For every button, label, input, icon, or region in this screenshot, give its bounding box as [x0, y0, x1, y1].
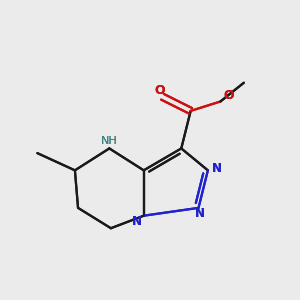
- Text: O: O: [154, 84, 165, 97]
- FancyBboxPatch shape: [194, 207, 207, 220]
- Text: O: O: [223, 89, 233, 102]
- Text: O: O: [223, 89, 233, 102]
- FancyBboxPatch shape: [153, 84, 166, 97]
- Text: O: O: [154, 84, 165, 97]
- FancyBboxPatch shape: [211, 162, 224, 175]
- Text: N: N: [212, 162, 222, 175]
- Text: N: N: [195, 207, 205, 220]
- Text: NH: NH: [101, 136, 118, 146]
- Text: N: N: [132, 215, 142, 228]
- FancyBboxPatch shape: [100, 134, 118, 147]
- Text: N: N: [132, 215, 142, 228]
- FancyBboxPatch shape: [222, 89, 235, 102]
- FancyBboxPatch shape: [130, 215, 143, 228]
- Text: N: N: [195, 207, 205, 220]
- Text: N: N: [212, 162, 222, 175]
- Text: NH: NH: [101, 136, 118, 146]
